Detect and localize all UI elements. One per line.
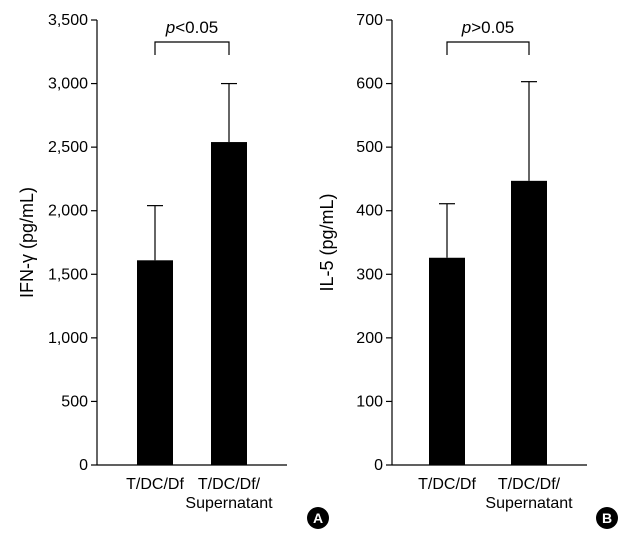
y-tick-label: 2,000	[48, 203, 88, 220]
x-category-label: T/DC/Df	[418, 476, 476, 493]
y-tick-label: 1,500	[48, 266, 88, 283]
bar	[429, 258, 465, 465]
bar	[137, 260, 173, 465]
y-tick-label: 0	[374, 457, 383, 474]
svg-text:A: A	[313, 510, 323, 526]
significance-label: p<0.05	[165, 18, 218, 37]
bar	[511, 181, 547, 465]
x-category-label: T/DC/Df	[126, 476, 184, 493]
y-axis-label: IFN-γ (pg/mL)	[17, 187, 37, 298]
x-category-label: T/DC/Df/	[198, 476, 261, 493]
panel-a: 0 500 1,000 1,500 2,000 2,500 3,000 3,500 IFN-γ …	[17, 12, 329, 529]
significance-label: p>0.05	[461, 18, 514, 37]
panel-b: 0 100 200 300 400 500 600 700 IL-5 (pg/mL) T/DC/D…	[317, 12, 618, 529]
svg-text:B: B	[602, 510, 612, 526]
panel-badge: A	[307, 507, 329, 529]
y-tick-label: 3,500	[48, 12, 88, 29]
y-tick-label: 2,500	[48, 139, 88, 156]
y-tick-label: 700	[356, 12, 383, 29]
y-tick-label: 600	[356, 76, 383, 93]
y-axis-label: IL-5 (pg/mL)	[317, 193, 337, 291]
significance-bracket	[155, 42, 229, 55]
significance-bracket	[447, 42, 529, 55]
bar	[211, 142, 247, 465]
y-tick-label: 100	[356, 393, 383, 410]
x-category-label: Supernatant	[485, 495, 573, 512]
y-tick-label: 200	[356, 330, 383, 347]
y-tick-label: 500	[61, 393, 88, 410]
y-tick-label: 1,000	[48, 330, 88, 347]
y-tick-label: 400	[356, 203, 383, 220]
y-tick-label: 500	[356, 139, 383, 156]
y-tick-label: 0	[79, 457, 88, 474]
y-tick-label: 3,000	[48, 76, 88, 93]
y-tick-label: 300	[356, 266, 383, 283]
panel-badge: B	[596, 507, 618, 529]
x-category-label: T/DC/Df/	[498, 476, 561, 493]
x-category-label: Supernatant	[185, 495, 273, 512]
